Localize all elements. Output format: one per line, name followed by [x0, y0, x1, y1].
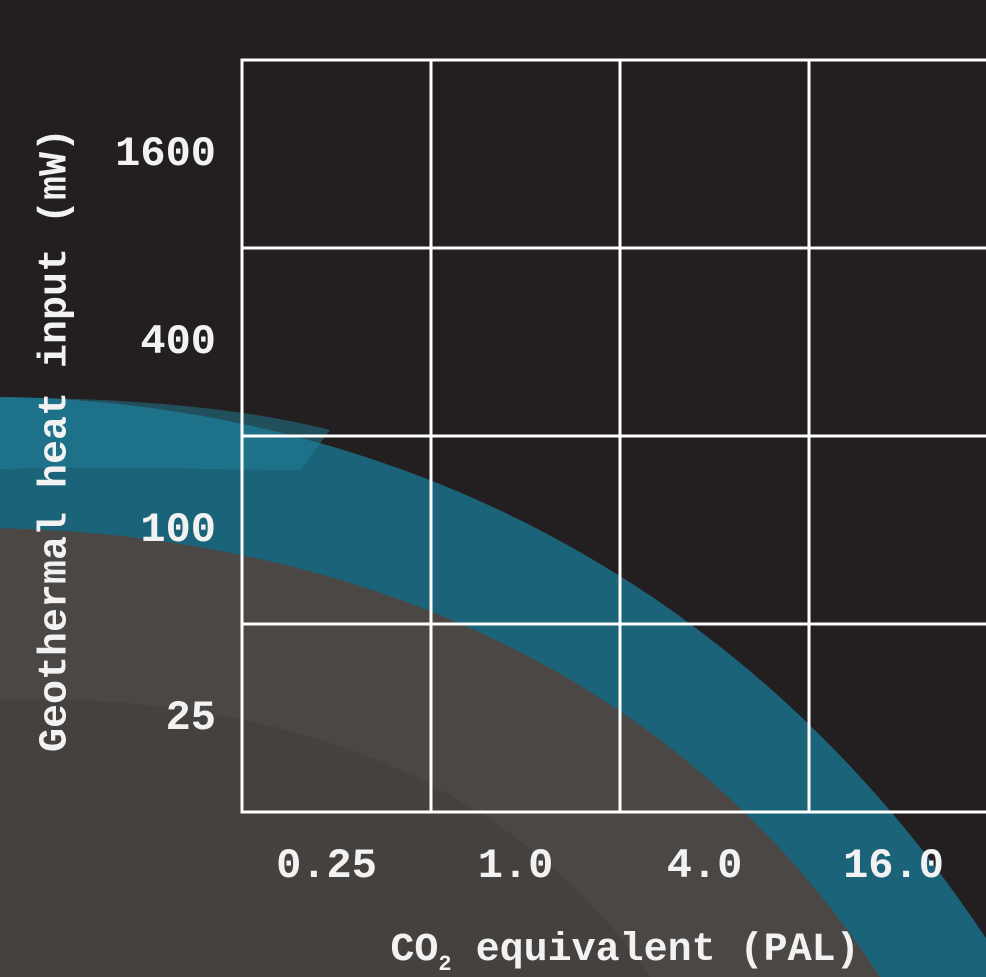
- grid-cell[interactable]: [620, 436, 809, 624]
- grid-cell[interactable]: [431, 60, 620, 248]
- grid-cell[interactable]: [809, 248, 986, 436]
- x-axis-label-prefix: CO: [390, 928, 438, 973]
- x-axis-label-subscript: 2: [438, 952, 451, 977]
- x-axis-label: CO2 equivalent (PAL): [390, 928, 859, 977]
- grid-cell[interactable]: [620, 624, 809, 812]
- x-tick-label: 4.0: [667, 842, 743, 890]
- grid-cell[interactable]: [431, 624, 620, 812]
- grid-cell[interactable]: [431, 248, 620, 436]
- grid-cell[interactable]: [809, 60, 986, 248]
- selection-grid: [242, 60, 986, 812]
- grid-cell[interactable]: [242, 60, 431, 248]
- grid-cell[interactable]: [242, 624, 431, 812]
- grid-cell[interactable]: [242, 436, 431, 624]
- y-tick-label: 1600: [115, 130, 216, 178]
- y-tick-label: 100: [140, 506, 216, 554]
- x-tick-label: 0.25: [276, 842, 377, 890]
- game-screen: Geothermal heat input (mW) CO2 equivalen…: [0, 0, 986, 977]
- x-axis-label-suffix: equivalent (PAL): [452, 928, 860, 973]
- grid-cell[interactable]: [431, 436, 620, 624]
- y-tick-label: 25: [166, 694, 216, 742]
- grid-cell[interactable]: [809, 624, 986, 812]
- grid-cell[interactable]: [242, 248, 431, 436]
- x-tick-label: 16.0: [843, 842, 944, 890]
- grid-cell[interactable]: [620, 60, 809, 248]
- y-axis-label: Geothermal heat input (mW): [34, 128, 79, 752]
- grid-cell[interactable]: [809, 436, 986, 624]
- x-tick-label: 1.0: [478, 842, 554, 890]
- grid-cell[interactable]: [620, 248, 809, 436]
- y-tick-label: 400: [140, 318, 216, 366]
